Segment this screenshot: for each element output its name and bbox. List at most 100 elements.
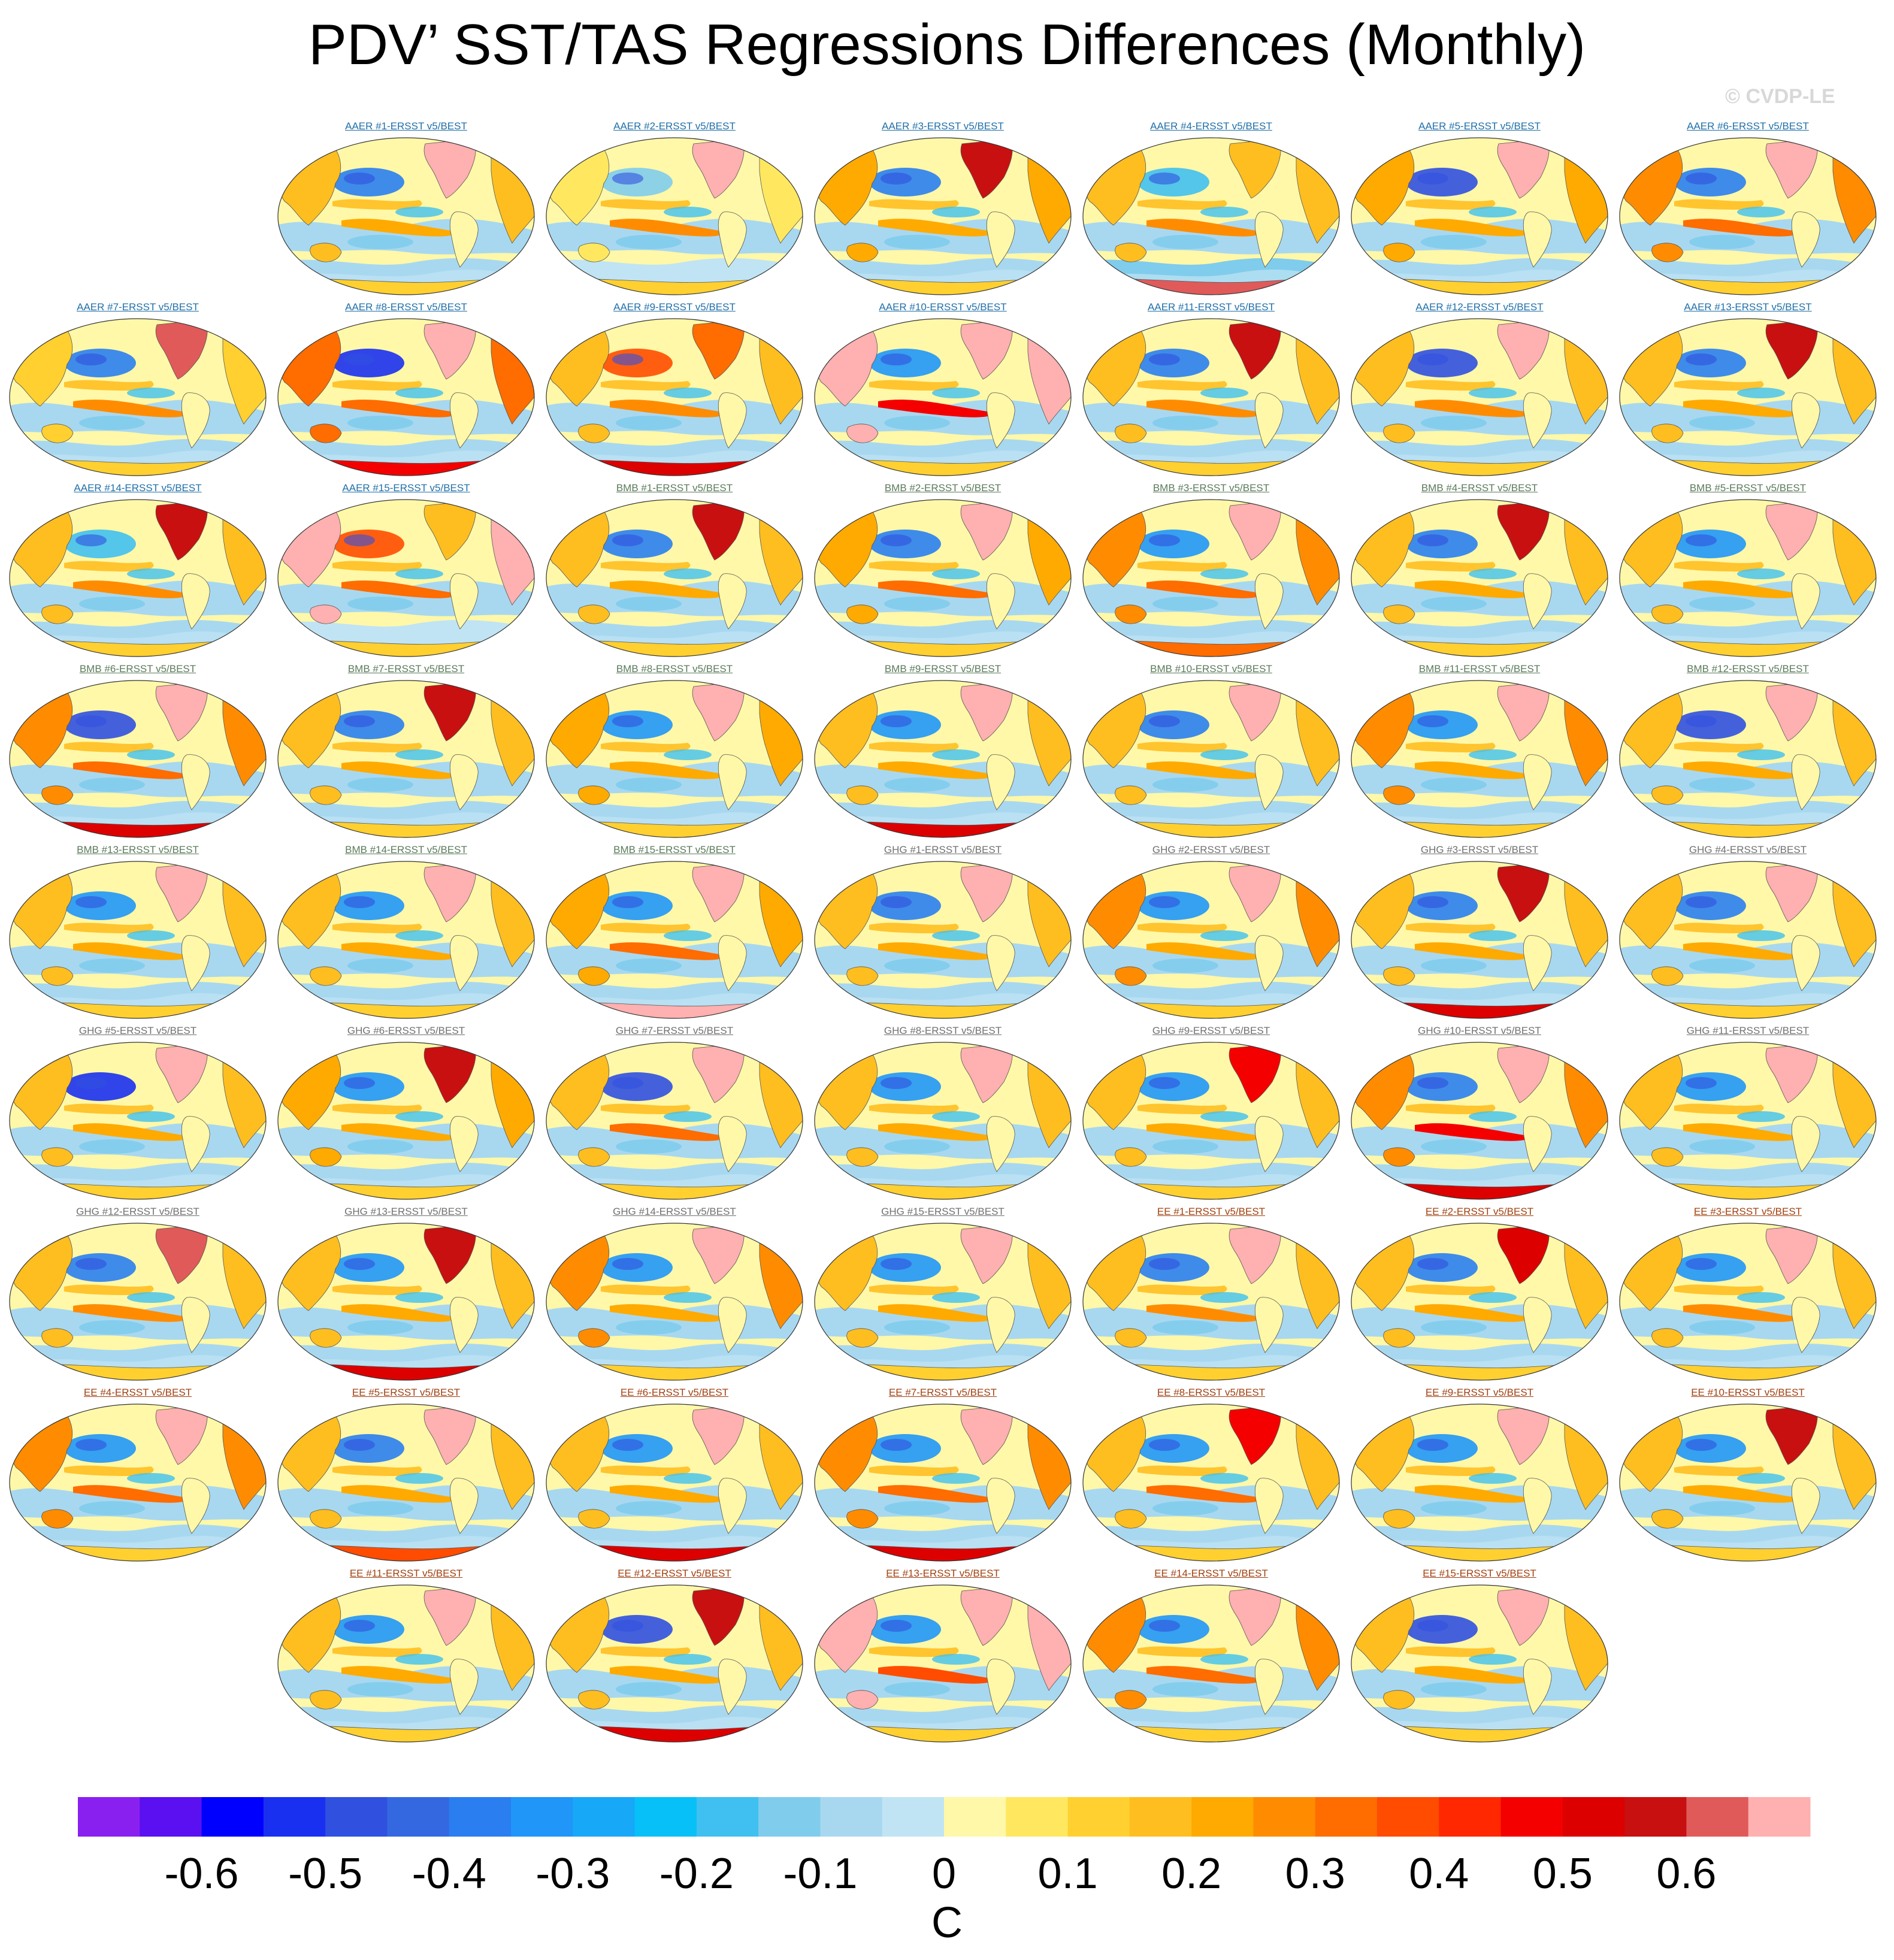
robinson-map <box>277 499 535 657</box>
land-north-america <box>1229 319 1281 380</box>
nino-band <box>1415 1666 1529 1684</box>
map-panel: EE #15-ERSST v5/BEST <box>1349 1567 1610 1744</box>
map-border <box>546 1584 803 1743</box>
panel-title: AAER #12-ERSST v5/BEST <box>1415 301 1544 313</box>
land-australia <box>1651 1509 1684 1529</box>
land-north-america <box>692 681 745 742</box>
land-greenland <box>1823 138 1843 153</box>
land-greenland <box>213 319 233 334</box>
map-panel: EE #1-ERSST v5/BEST <box>1081 1205 1342 1383</box>
land-north-america <box>423 1405 476 1465</box>
land-australia <box>1115 1147 1147 1167</box>
land-south-america <box>449 1659 479 1715</box>
panel-title: EE #11-ERSST v5/BEST <box>349 1568 463 1579</box>
robinson-map <box>1082 1223 1340 1381</box>
land-north-america <box>155 1043 208 1103</box>
nino-band <box>341 400 456 418</box>
land-australia <box>846 1147 879 1167</box>
land-south-america <box>1791 1116 1820 1172</box>
robinson-map <box>814 1042 1072 1200</box>
land-south-america <box>1523 754 1552 810</box>
map-border <box>1351 861 1608 1019</box>
panel-title: GHG #10-ERSST v5/BEST <box>1418 1025 1541 1036</box>
map-panel: BMB #7-ERSST v5/BEST <box>276 663 537 840</box>
map-border <box>1351 318 1608 476</box>
land-greenland <box>1018 1405 1038 1419</box>
colorbar-tick-label: 0.3 <box>1285 1850 1345 1898</box>
robinson-map <box>1351 318 1608 476</box>
nino-band <box>1415 1304 1529 1322</box>
land-greenland <box>1555 319 1575 334</box>
map-border <box>277 1404 535 1562</box>
nino-band <box>610 400 724 418</box>
panel-title: BMB #9-ERSST v5/BEST <box>884 663 1002 674</box>
land-australia <box>578 1328 610 1348</box>
land-south-america <box>986 754 1015 810</box>
robinson-map <box>9 318 267 476</box>
robinson-map <box>1351 1404 1608 1562</box>
panel-title: GHG #12-ERSST v5/BEST <box>76 1206 199 1217</box>
land-north-america <box>423 319 476 380</box>
land-greenland <box>482 1043 501 1057</box>
map-border <box>277 1223 535 1381</box>
robinson-map <box>1619 499 1877 657</box>
land-north-america <box>1765 319 1818 380</box>
land-australia <box>1651 604 1684 624</box>
land-greenland <box>482 1224 501 1238</box>
nino-band <box>1683 761 1798 779</box>
land-north-america <box>960 1224 1013 1284</box>
map-panel: EE #9-ERSST v5/BEST <box>1349 1386 1610 1563</box>
robinson-map <box>1351 680 1608 838</box>
robinson-map <box>277 137 535 295</box>
panel-title: GHG #7-ERSST v5/BEST <box>615 1025 734 1036</box>
land-greenland <box>1018 500 1038 515</box>
nino-band <box>341 1666 456 1684</box>
nino-band <box>341 219 456 237</box>
map-panel: GHG #6-ERSST v5/BEST <box>276 1024 537 1202</box>
colorbar-tick-label: -0.5 <box>288 1850 363 1898</box>
robinson-map <box>814 1404 1072 1562</box>
colorbar-swatch <box>387 1797 450 1837</box>
land-south-america <box>1254 573 1284 630</box>
land-south-america <box>718 1297 747 1353</box>
colorbar-swatch <box>1748 1797 1811 1837</box>
robinson-map <box>277 1042 535 1200</box>
map-panel: EE #3-ERSST v5/BEST <box>1617 1205 1878 1383</box>
land-australia <box>578 785 610 805</box>
map-border <box>1619 1042 1877 1200</box>
robinson-map <box>546 861 803 1019</box>
robinson-map <box>277 1223 535 1381</box>
land-australia <box>578 1509 610 1529</box>
nino-band <box>1683 942 1798 960</box>
robinson-map <box>1619 137 1877 295</box>
land-australia <box>1651 1147 1684 1167</box>
land-north-america <box>960 138 1013 199</box>
map-panel: AAER #14-ERSST v5/BEST <box>7 482 268 659</box>
land-north-america <box>1497 1224 1550 1284</box>
panel-title: AAER #11-ERSST v5/BEST <box>1148 301 1275 313</box>
map-panel: AAER #11-ERSST v5/BEST <box>1081 301 1342 478</box>
map-border <box>546 137 803 295</box>
land-south-america <box>986 1659 1015 1715</box>
land-south-america <box>1254 1478 1284 1534</box>
colorbar-tick-label: 0.4 <box>1409 1850 1469 1898</box>
nino-band <box>610 1123 724 1141</box>
map-border <box>1619 499 1877 657</box>
colorbar-swatch <box>1315 1797 1378 1837</box>
map-border <box>9 318 267 476</box>
nino-band <box>1683 580 1798 598</box>
colorbar-tick-label: -0.6 <box>164 1850 239 1898</box>
land-south-america <box>1523 1297 1552 1353</box>
land-south-america <box>1523 1659 1552 1715</box>
land-north-america <box>1497 681 1550 742</box>
land-north-america <box>692 500 745 561</box>
robinson-map <box>277 318 535 476</box>
land-greenland <box>1555 1405 1575 1419</box>
colorbar <box>78 1797 1811 1837</box>
nino-band <box>1146 761 1261 779</box>
land-australia <box>1115 785 1147 805</box>
land-australia <box>310 966 342 986</box>
nino-band <box>610 761 724 779</box>
land-north-america <box>692 1586 745 1646</box>
land-north-america <box>1497 1043 1550 1103</box>
